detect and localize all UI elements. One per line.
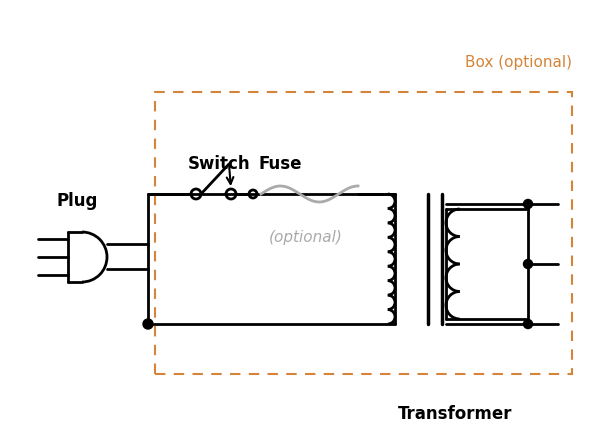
Circle shape xyxy=(523,260,532,269)
Text: Transformer: Transformer xyxy=(398,404,512,422)
Text: Plug: Plug xyxy=(56,191,98,209)
Circle shape xyxy=(143,319,153,329)
Text: Box (optional): Box (optional) xyxy=(465,55,572,70)
Text: Fuse: Fuse xyxy=(258,155,302,172)
Bar xyxy=(155,93,572,374)
Text: Switch: Switch xyxy=(188,155,251,172)
Circle shape xyxy=(523,320,532,329)
Text: (optional): (optional) xyxy=(269,230,343,244)
Circle shape xyxy=(523,200,532,209)
